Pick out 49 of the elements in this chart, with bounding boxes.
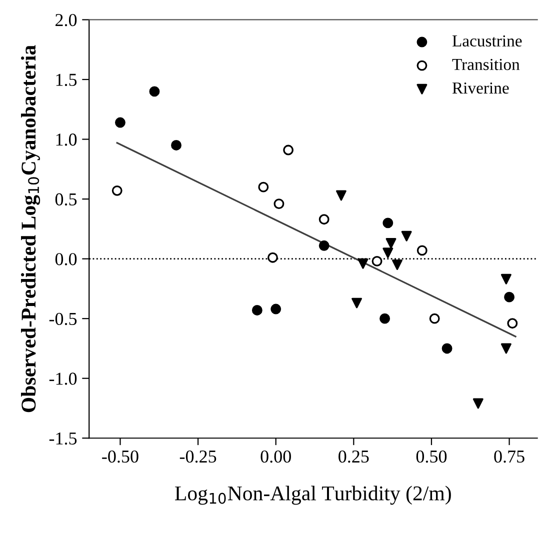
- point: [392, 260, 402, 270]
- point: [274, 198, 284, 210]
- point: [258, 182, 269, 192]
- point: [149, 86, 160, 97]
- point: [382, 248, 394, 258]
- x-tick-label: 0.00: [260, 450, 291, 463]
- y-tick-label: -0.5: [49, 312, 77, 326]
- y-axis-title: Observed-Predicted Log$_{10}$Cyanobacteria: [21, 45, 40, 412]
- y-tick-label: -1.5: [49, 432, 77, 445]
- point: [252, 304, 262, 316]
- point: [318, 240, 330, 251]
- y-tick-label: 0.5: [55, 193, 77, 206]
- point: [416, 245, 428, 256]
- x-axis-title: Log$_{10}$Non-Algal Turbidity (2/m): [175, 486, 451, 505]
- y-tick-label: 1.0: [56, 134, 77, 146]
- point: [504, 292, 515, 302]
- y-tick-label: 2.0: [56, 14, 77, 26]
- point: [500, 274, 512, 284]
- point: [382, 218, 394, 228]
- point: [115, 117, 126, 128]
- legend-label: Riverine: [452, 82, 509, 94]
- x-tick-label: 0.25: [338, 450, 369, 463]
- legend-label: Transition: [452, 58, 520, 70]
- point: [386, 238, 396, 248]
- x-tick-label: -0.25: [180, 450, 216, 463]
- point: [268, 252, 278, 263]
- point: [270, 304, 282, 314]
- y-tick-label: 1.5: [56, 74, 77, 86]
- point: [358, 258, 368, 269]
- y-tick-label: 0.0: [55, 253, 77, 266]
- point: [318, 214, 330, 225]
- point: [112, 185, 122, 196]
- x-tick-label: 0.75: [494, 450, 524, 463]
- y-tick-label: -1.0: [49, 372, 77, 385]
- point: [507, 318, 518, 329]
- point: [380, 313, 390, 324]
- point: [283, 144, 294, 156]
- point: [442, 343, 452, 354]
- x-tick-label: 0.50: [416, 450, 447, 463]
- point: [352, 298, 362, 308]
- point: [401, 230, 412, 242]
- point: [472, 398, 484, 409]
- point: [336, 190, 346, 201]
- point: [171, 140, 182, 150]
- x-tick-label: -0.50: [102, 450, 138, 463]
- point: [372, 256, 382, 266]
- point: [500, 343, 512, 354]
- legend-label: Lacustrine: [452, 35, 522, 47]
- point: [429, 313, 440, 324]
